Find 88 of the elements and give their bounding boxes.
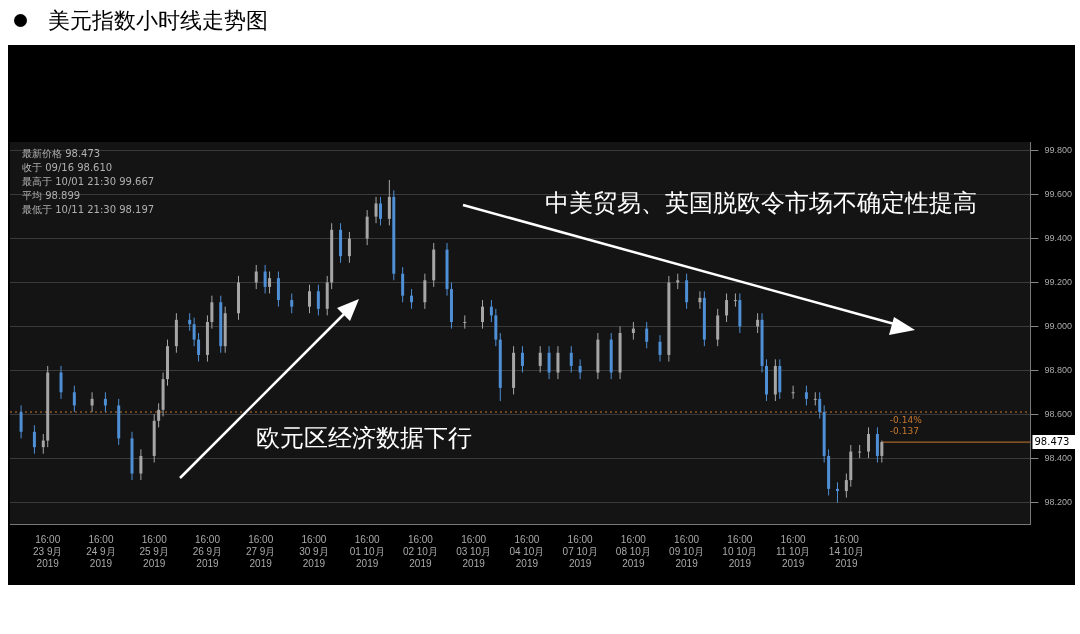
x-tick-label: 16:00 24 9月 2019 [86, 533, 116, 569]
candlestick [192, 317, 196, 347]
candlestick [103, 391, 107, 413]
annotation: 最高于 10/01 21:30 99.667 [22, 175, 155, 187]
x-tick-label: 16:00 08 10月 2019 [615, 533, 651, 569]
x-tick-label: 16:00 14 10月 2019 [828, 533, 864, 569]
x-tick-label: 16:00 03 10月 2019 [456, 533, 492, 569]
candlestick [365, 209, 369, 246]
candlestick [481, 299, 485, 330]
candlestick [791, 385, 795, 400]
ref-line-label: 98.473 [1034, 435, 1070, 447]
candlestick [316, 284, 320, 316]
y-tick-label: 98.600 [1044, 408, 1072, 419]
x-tick-label: 16:00 25 9月 2019 [139, 533, 169, 569]
annotation: -0.137 [889, 426, 919, 437]
candlestick [157, 402, 161, 428]
x-tick-label: 16:00 04 10月 2019 [509, 533, 545, 569]
x-tick-label: 16:00 26 9月 2019 [192, 533, 223, 569]
x-tick-label: 16:00 27 9月 2019 [245, 533, 276, 569]
y-tick-label: 99.200 [1044, 276, 1072, 287]
candlestick [59, 365, 63, 400]
y-tick-label: 99.600 [1044, 189, 1072, 200]
annotation: -0.14% [889, 415, 923, 426]
candlestick [387, 179, 391, 226]
candlestick [268, 271, 272, 294]
y-tick-label: 99.000 [1044, 320, 1072, 331]
y-tick-label: 98.400 [1044, 452, 1072, 463]
candlestick [733, 292, 737, 308]
candlestick [197, 332, 201, 363]
candlestick [538, 345, 542, 374]
annotation: 最新价格 98.473 [22, 147, 101, 159]
candlestick [32, 424, 36, 455]
candlestick [844, 473, 848, 499]
candlestick [685, 273, 689, 310]
candlestick [804, 385, 808, 406]
candlestick [41, 433, 45, 455]
candlestick [72, 385, 76, 413]
candlestick [520, 345, 524, 374]
x-tick-label: 16:00 30 9月 2019 [299, 533, 329, 569]
candlestick [139, 448, 143, 481]
annotation: 最低于 10/11 21:30 98.197 [22, 203, 155, 215]
y-tick-label: 98.800 [1044, 364, 1072, 375]
candlestick [725, 292, 729, 323]
x-tick-label: 16:00 09 10月 2019 [669, 533, 705, 569]
annotation: 收于 09/16 98.610 [22, 161, 113, 173]
x-tick-label: 16:00 01 10月 2019 [349, 533, 385, 569]
candlestick [90, 391, 94, 413]
candlestick [698, 290, 702, 310]
annotation: 平均 98.899 [22, 189, 81, 201]
candlestick [290, 292, 294, 314]
candlestick [858, 444, 862, 459]
x-tick-label: 16:00 07 10月 2019 [562, 533, 598, 569]
annotation: 中美贸易、英国脱欧令市场不确定性提高 [545, 189, 977, 218]
candlestick [401, 266, 405, 303]
candlestick [410, 288, 414, 310]
x-tick-label: 16:00 02 10月 2019 [402, 533, 438, 569]
candlestick [578, 358, 582, 380]
candlestick [19, 404, 23, 439]
y-tick-label: 98.200 [1044, 496, 1072, 507]
candlestick [263, 264, 267, 294]
candlestick [645, 321, 649, 349]
y-tick-label: 99.800 [1044, 145, 1072, 156]
candlestick [374, 196, 378, 224]
x-tick-label: 16:00 11 10月 2019 [775, 533, 811, 569]
candlestick [423, 273, 427, 310]
candlestick [210, 295, 214, 330]
candlestick [347, 231, 351, 264]
candlestick [880, 440, 884, 464]
candlestick [818, 391, 822, 420]
candlestick [307, 284, 311, 314]
candlestick [658, 334, 662, 363]
candlestick [463, 314, 467, 330]
candlestick [867, 426, 871, 459]
x-tick-label: 16:00 23 9月 2019 [32, 533, 63, 569]
candlestick [547, 345, 551, 380]
candlestick [756, 312, 760, 334]
candlestick [569, 345, 573, 374]
candlestick [875, 426, 879, 464]
annotation: 欧元区经济数据下行 [256, 424, 472, 453]
x-tick-label: 16:00 10 10月 2019 [722, 533, 758, 569]
candlestick [489, 299, 493, 323]
candlestick [378, 196, 382, 226]
candlestick [556, 345, 560, 380]
candlestick [813, 391, 817, 406]
y-tick-label: 99.400 [1044, 233, 1072, 244]
candlestick [254, 264, 258, 290]
chart-title: 美元指数小时线走势图 [48, 7, 268, 35]
candlestick [276, 271, 280, 308]
